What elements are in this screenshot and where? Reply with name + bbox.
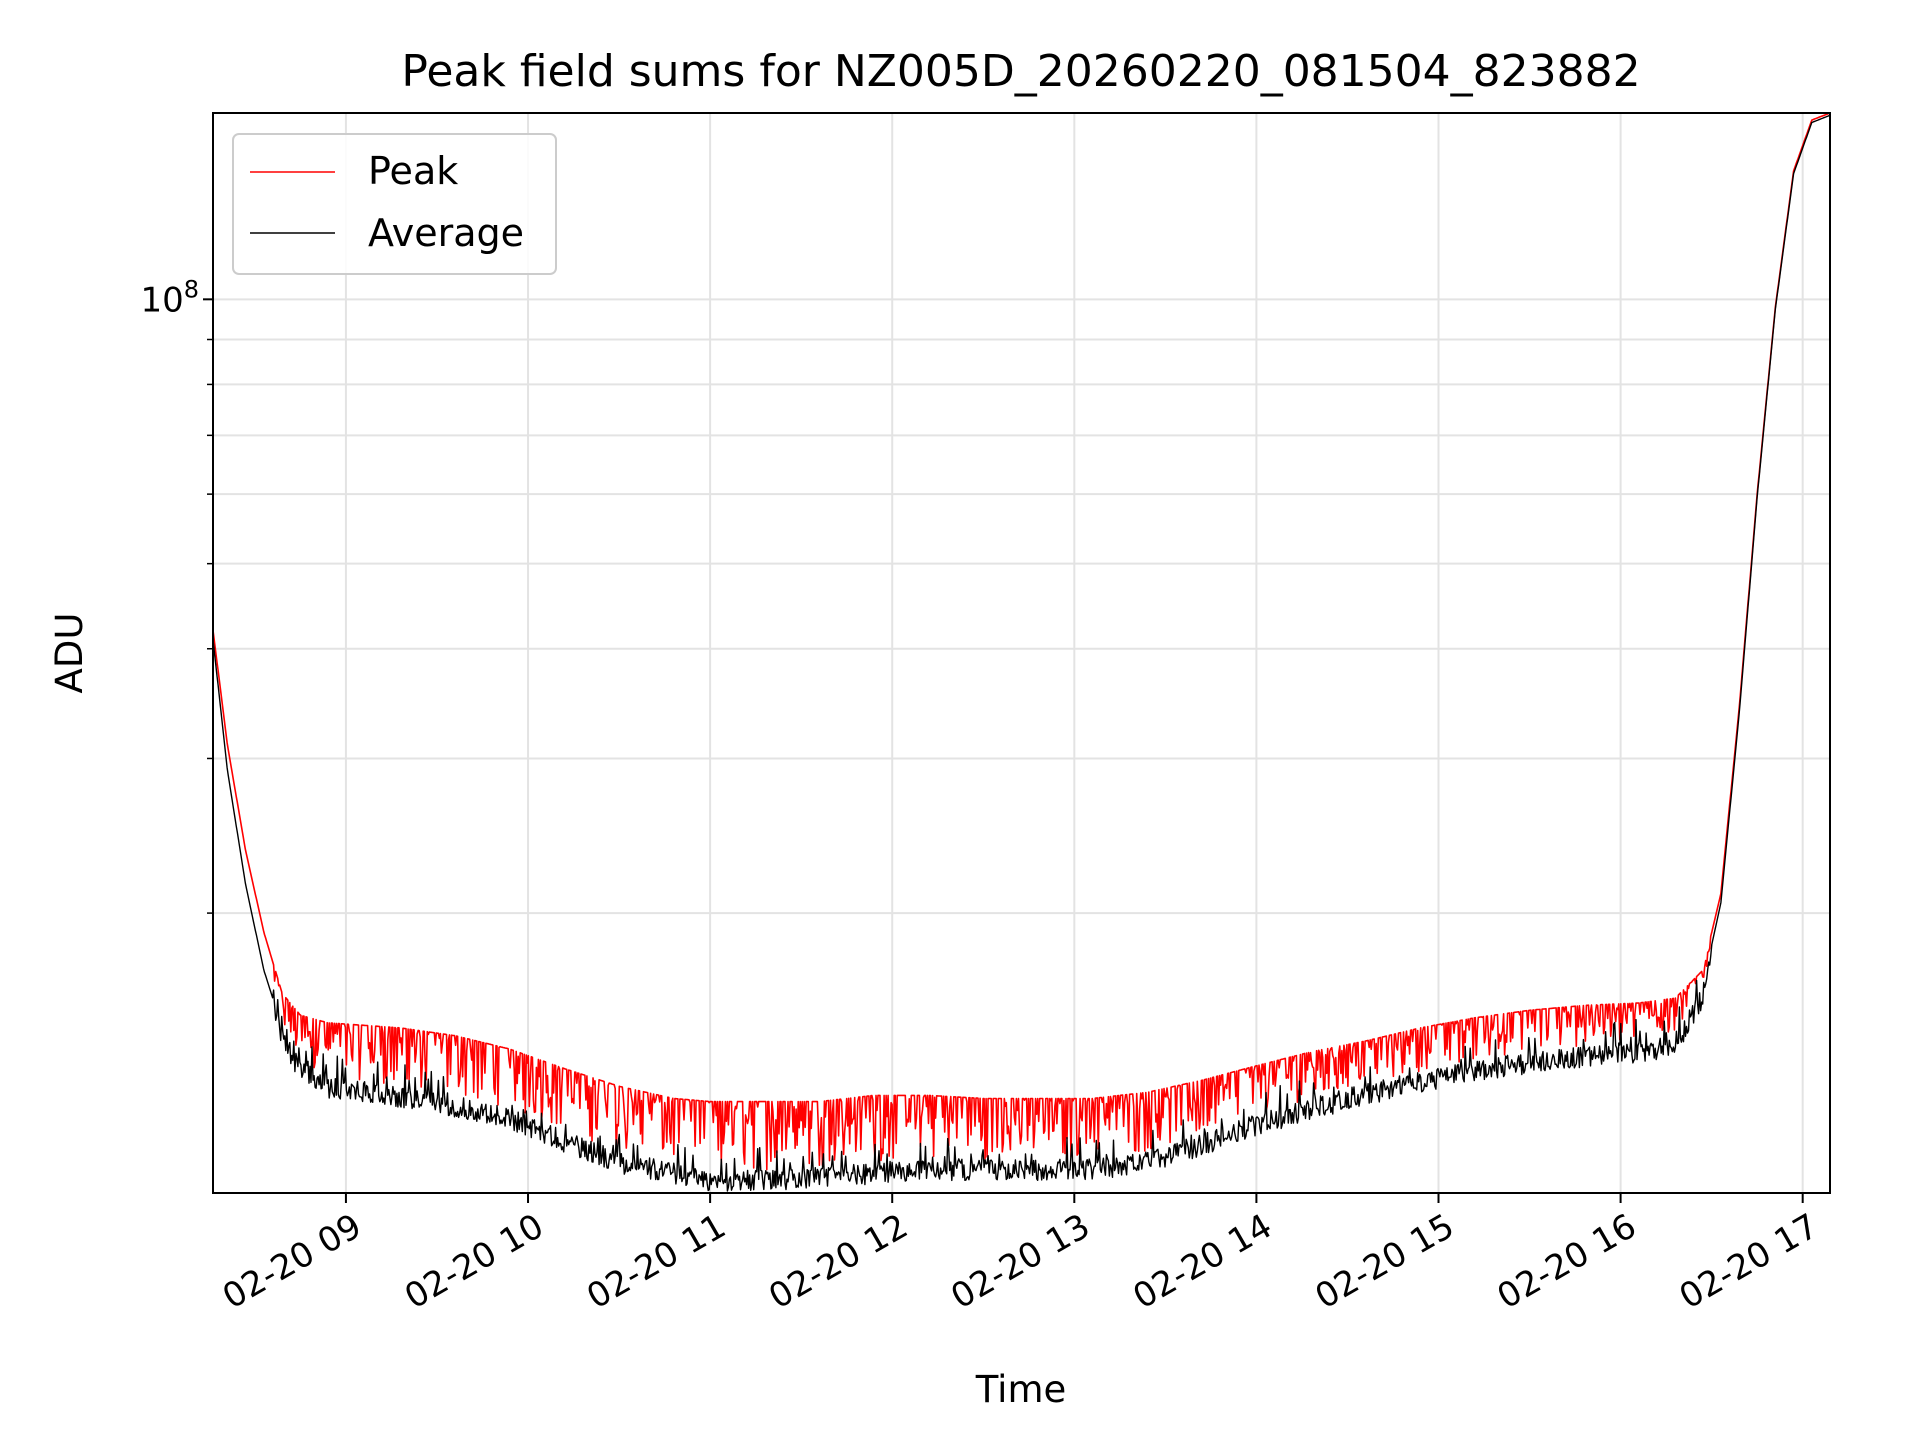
series-peak-line xyxy=(213,113,1830,1171)
legend-box xyxy=(232,133,557,275)
y-tick-label: 108 xyxy=(140,275,199,320)
chart-title: Peak field sums for NZ005D_20260220_0815… xyxy=(401,46,1640,97)
y-axis-label: ADU xyxy=(48,613,91,694)
x-axis-label: Time xyxy=(975,1368,1067,1411)
legend-peak-label: Peak xyxy=(368,149,458,193)
legend: Peak Average xyxy=(232,133,557,275)
plot-frame xyxy=(212,112,1831,1194)
series-average-line xyxy=(213,114,1830,1192)
grid xyxy=(213,113,1830,1193)
legend-average-label: Average xyxy=(368,211,524,255)
series-layer xyxy=(213,113,1830,1192)
